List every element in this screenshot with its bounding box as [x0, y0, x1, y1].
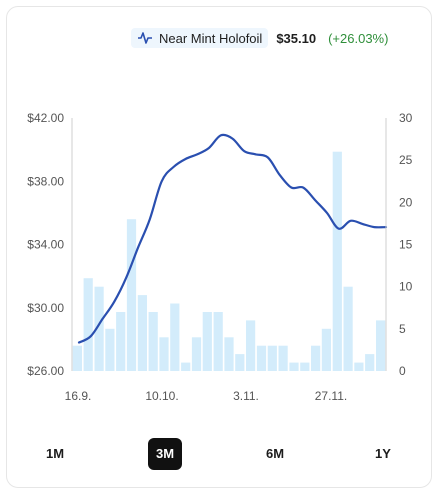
y-right-tick-label: 30 [399, 111, 413, 125]
range-3m-button[interactable]: 3M [148, 438, 182, 470]
volume-bar [321, 328, 331, 371]
volume-bar [159, 337, 169, 371]
price-line [77, 133, 388, 344]
y-left-tick-label: $26.00 [27, 364, 64, 378]
x-ticks: 16.9. 10.10. 3.11. 27.11. [65, 389, 348, 403]
y-right-tick-label: 25 [399, 153, 413, 167]
y-right-tick-label: 10 [399, 280, 413, 294]
volume-bar [289, 362, 299, 371]
volume-bars [72, 151, 386, 371]
volume-bar [343, 286, 353, 371]
volume-bar [191, 337, 202, 371]
y-right-tick-label: 15 [399, 238, 413, 252]
range-1y-button[interactable]: 1Y [375, 446, 391, 461]
volume-bar [235, 354, 245, 371]
volume-bar [116, 312, 126, 371]
volume-bar [105, 328, 115, 371]
x-tick-label: 10.10. [145, 389, 178, 403]
volume-bar [332, 151, 342, 371]
volume-bar [278, 345, 288, 371]
legend-label: Near Mint Holofoil [159, 30, 263, 46]
volume-bar [267, 345, 277, 371]
volume-bar [83, 278, 93, 371]
volume-bar [170, 303, 180, 371]
volume-bar [256, 345, 267, 371]
y-left-tick-label: $34.00 [27, 238, 64, 252]
volume-bar [213, 312, 223, 371]
line-chart-icon [138, 32, 152, 44]
volume-bar [311, 345, 321, 371]
range-1m-button[interactable]: 1M [45, 446, 65, 461]
volume-bar [148, 312, 158, 371]
volume-bar [300, 362, 310, 371]
volume-bar [72, 345, 82, 371]
x-tick-label: 16.9. [65, 389, 92, 403]
range-6m-button[interactable]: 6M [265, 446, 285, 461]
volume-bar [181, 362, 191, 371]
legend[interactable]: Near Mint Holofoil $35.10 (+26.03%) [131, 27, 419, 49]
volume-bar [224, 337, 234, 371]
volume-bar [94, 286, 104, 371]
y-right-tick-label: 0 [399, 364, 406, 378]
x-tick-label: 27.11. [315, 389, 347, 403]
volume-bar [365, 354, 375, 371]
volume-bar [126, 219, 137, 371]
y-left-tick-label: $38.00 [27, 174, 64, 188]
y-right-tick-label: 20 [399, 195, 413, 209]
volume-bar [246, 320, 256, 371]
volume-bar [137, 295, 147, 371]
legend-price: $35.10 [276, 30, 317, 46]
x-tick-label: 3.11. [233, 389, 259, 403]
volume-bar [354, 362, 364, 371]
y-left-ticks: $42.00 $38.00 $34.00 $30.00 $26.00 [27, 111, 64, 378]
y-right-tick-label: 5 [399, 322, 406, 336]
legend-chip[interactable]: Near Mint Holofoil [131, 28, 269, 48]
volume-bar [376, 320, 386, 371]
volume-bar [202, 312, 212, 371]
y-left-tick-label: $42.00 [27, 111, 64, 125]
price-history-card [6, 6, 432, 488]
legend-change: (+26.03%) [328, 30, 389, 46]
y-left-tick-label: $30.00 [27, 301, 64, 315]
range-selector[interactable]: 1M 3M 6M 1Y [0, 438, 439, 470]
y-right-ticks: 30 25 20 15 10 5 0 [399, 111, 413, 378]
